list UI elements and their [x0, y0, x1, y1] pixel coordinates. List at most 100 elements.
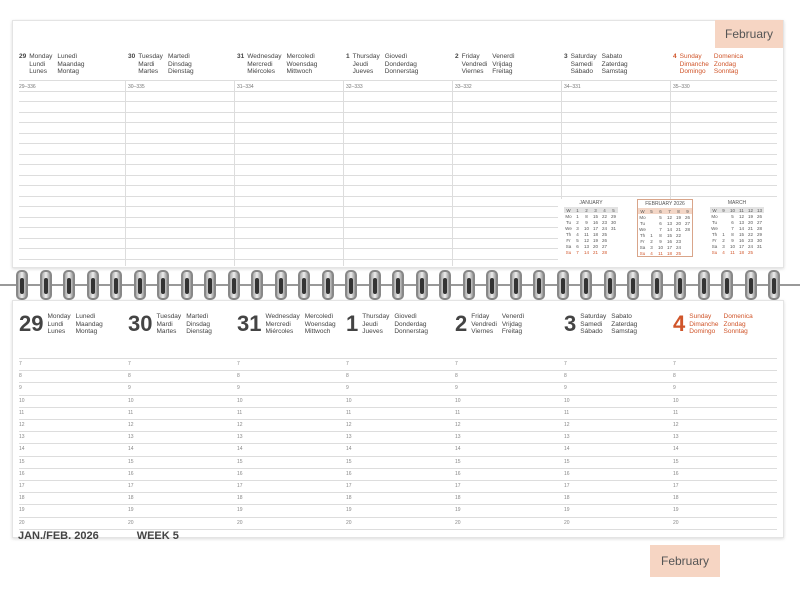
hour-label: 20 [455, 519, 461, 526]
date-cell: 30 [610, 219, 616, 225]
mini-calendar: MARCH W 9 10 11 12 13 Mo 5 12 19 26 Tu 6 13 20 27 We 7 14 21… [710, 199, 764, 255]
mini-calendar-row: Mo 5 12 19 26 [638, 214, 692, 220]
hour-label: 17 [455, 483, 461, 489]
date-cell: 8 [585, 213, 588, 219]
hour-label: 14 [455, 446, 461, 453]
day-name: Jueves [362, 328, 383, 335]
hour-line [19, 504, 777, 506]
spiral-ring [580, 270, 592, 300]
hour-label: 19 [346, 507, 352, 514]
day-name: Samedi [580, 320, 603, 328]
day-names: Sunday Domenica Dimanche Zondag Domingo Sonnt… [689, 313, 753, 336]
date-cell: 24 [601, 225, 607, 231]
hour-line [19, 492, 777, 494]
day-name: Freitag [492, 68, 513, 75]
hour-label: 17 [128, 483, 134, 489]
date-cell: 3 [650, 244, 653, 250]
month-tab-bottom[interactable]: February [650, 545, 720, 577]
date-cell: Mo [565, 213, 572, 219]
hour-label: 14 [237, 446, 243, 453]
spiral-ring [533, 270, 545, 300]
day-names: Thursday Giovedì Jeudi Donderdag Jueves Donne… [353, 53, 419, 76]
writing-line [19, 174, 777, 176]
hour-line [19, 358, 777, 359]
hour-label: 11 [128, 409, 134, 416]
date-cell: 18 [666, 250, 672, 256]
date-cell: 3 [722, 243, 725, 249]
hour-line [19, 406, 777, 408]
day-name: Jueves [352, 68, 374, 75]
date-cell: 20 [747, 219, 753, 225]
date-cell: 2 [576, 219, 579, 225]
day-header: 2 Friday Venerdì Vendredi Vrijdag Viernes Frei… [455, 53, 515, 76]
date-cell: 6 [659, 220, 662, 226]
mini-calendar-title: FEBRUARY 2026 [638, 200, 692, 208]
day-name: Mittwoch [286, 68, 313, 75]
hour-label: 18 [455, 495, 461, 502]
day-number: 31 [237, 311, 262, 336]
hour-label: 14 [564, 446, 570, 453]
hour-label: 12 [237, 422, 243, 428]
date-cell: 5 [659, 214, 662, 220]
date-cell: 7 [659, 226, 662, 232]
hour-label: 7 [564, 361, 567, 367]
date-cell: 20 [592, 243, 598, 249]
spiral-ring [768, 270, 780, 300]
day-name: Sabato [601, 53, 623, 60]
hour-label: 17 [346, 483, 352, 489]
day-name: Donnerstag [384, 68, 419, 75]
day-header: 1 Thursday Giovedì Jeudi Donderdag Jueves Donn… [346, 53, 418, 76]
hour-label: 20 [128, 519, 134, 526]
day-name: Jeudi [362, 320, 378, 328]
hour-label: 7 [237, 361, 240, 367]
spiral-ring [603, 270, 616, 300]
week-number: 6 [656, 208, 665, 214]
date-cell: Th [711, 231, 718, 237]
spiral-ring [650, 270, 663, 300]
day-header: 3 Saturday Sabato Samedi Zaterdag Sábado Samst… [564, 53, 628, 76]
day-name: Dimanche [679, 60, 709, 68]
hour-label: 20 [19, 519, 25, 526]
date-cell [683, 250, 692, 256]
hour-label: 11 [19, 409, 25, 416]
date-cell: 22 [747, 231, 753, 237]
mini-calendar-month: JANUARY [579, 200, 603, 206]
date-cell: 9 [731, 237, 734, 243]
date-cell: 7 [576, 249, 579, 255]
day-names: Thursday Giovedì Jeudi Donderdag Jueves Donne… [362, 313, 428, 336]
month-tab-label: February [660, 554, 710, 568]
date-cell: Mo [639, 214, 646, 220]
date-cell: Sa [565, 243, 572, 249]
column-divider [452, 81, 453, 266]
spiral-ring [392, 270, 404, 300]
hour-line [19, 455, 777, 457]
period-label: JAN./FEB. 2026 [18, 530, 99, 542]
day-code: 29–336 [19, 84, 36, 90]
mini-calendar-table: JANUARY W 1 2 3 4 5 Mo 1 8 15 22 29 Tu 2 9 16 23 30 We 3 10 17… [564, 199, 618, 255]
day-number: 3 [564, 311, 577, 336]
date-cell: 11 [730, 249, 735, 255]
month-tab-top[interactable]: February [715, 20, 783, 48]
day-name: Woensdag [304, 320, 336, 328]
hour-label: 9 [19, 385, 22, 392]
hour-line [19, 431, 777, 433]
day-name: Maandag [57, 60, 85, 68]
hour-label: 11 [455, 409, 461, 416]
spiral-ring [16, 270, 28, 300]
date-cell: 1 [650, 232, 653, 238]
mini-calendar-row: Sa 3 10 17 24 [638, 244, 692, 250]
day-number: 2 [455, 311, 468, 336]
day-name: Sunday [689, 313, 712, 320]
date-cell: 8 [731, 231, 734, 237]
writing-line [19, 80, 777, 81]
week-number: 9 [683, 208, 692, 214]
hour-label: 12 [564, 422, 570, 428]
date-cell: 8 [659, 232, 662, 238]
day-number: 30 [128, 53, 136, 60]
spiral-ring [486, 270, 498, 300]
mini-calendar-row: We 7 14 21 28 [638, 226, 692, 232]
hour-label: 18 [346, 495, 352, 502]
writing-line [19, 248, 558, 249]
day-name: Jeudi [352, 60, 369, 68]
date-cell: 18 [738, 249, 744, 255]
